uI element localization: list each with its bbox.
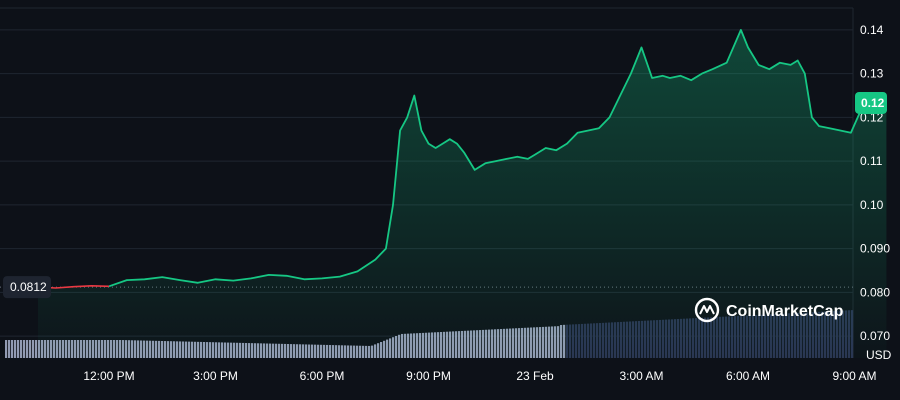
x-tick-label: 12:00 PM xyxy=(83,369,134,383)
coinmarketcap-logo: CoinMarketCap xyxy=(694,297,844,323)
y-tick-label: 0.13 xyxy=(860,67,884,81)
volume-bar xyxy=(8,340,11,358)
x-tick-label: 6:00 PM xyxy=(300,369,345,383)
currency-label: USD xyxy=(866,348,892,362)
x-tick-label: 9:00 AM xyxy=(832,369,876,383)
y-tick-label: 0.10 xyxy=(860,198,884,212)
x-tick-label: 3:00 PM xyxy=(193,369,238,383)
volume-bar xyxy=(17,340,20,358)
y-tick-label: 0.070 xyxy=(860,329,890,343)
volume-bar xyxy=(20,340,23,358)
volume-bar xyxy=(29,340,32,358)
price-line-up xyxy=(108,29,887,288)
x-tick-label: 23 Feb xyxy=(516,369,554,383)
volume-bar xyxy=(11,340,14,358)
y-tick-label: 0.080 xyxy=(860,285,890,299)
y-tick-label: 0.090 xyxy=(860,242,890,256)
volume-bar xyxy=(23,340,26,358)
open-price-label: 0.0812 xyxy=(10,280,47,294)
volume-bar xyxy=(14,340,17,358)
volume-bar xyxy=(32,340,35,358)
volume-bar xyxy=(26,340,29,358)
x-tick-label: 6:00 AM xyxy=(726,369,770,383)
x-tick-label: 3:00 AM xyxy=(619,369,663,383)
y-tick-label: 0.14 xyxy=(860,23,884,37)
volume-bar xyxy=(35,340,38,358)
current-price-tag xyxy=(855,91,887,114)
price-area xyxy=(38,29,887,359)
brand-name: CoinMarketCap xyxy=(726,303,844,320)
coinmarketcap-logo-icon xyxy=(694,297,720,323)
open-price-tag xyxy=(3,276,51,299)
x-tick-label: 9:00 PM xyxy=(406,369,451,383)
current-price-label: 0.12 xyxy=(861,96,885,110)
volume-bar xyxy=(5,340,8,358)
y-tick-label: 0.11 xyxy=(860,154,883,168)
